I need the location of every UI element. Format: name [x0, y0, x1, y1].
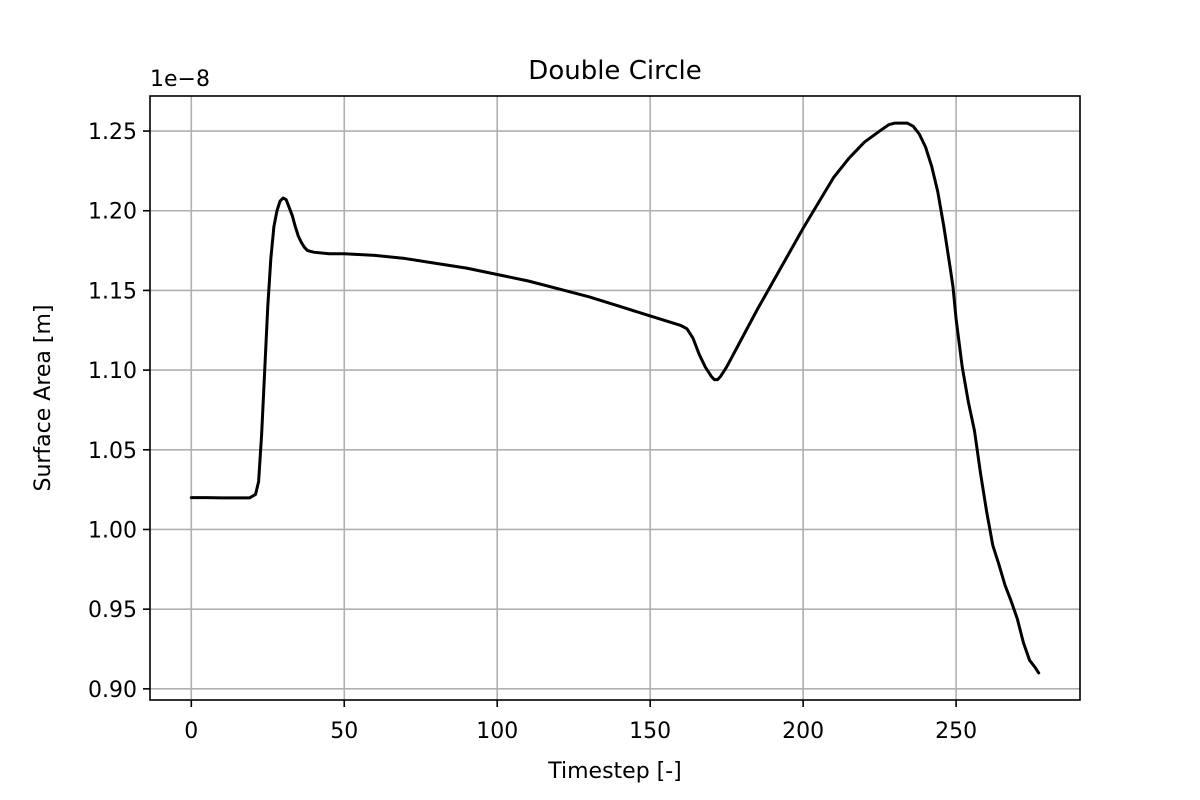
y-tick-label: 1.15	[88, 279, 137, 304]
y-offset-label: 1e−8	[150, 67, 210, 92]
plot-area	[150, 96, 1080, 700]
plot-frame	[149, 95, 1081, 701]
series-line	[189, 121, 1041, 675]
x-tick-label: 200	[782, 719, 824, 744]
y-axis-label: Surface Area [m]	[31, 304, 56, 491]
axis-ticks: 0 50 100 150 200 250 0.90 0.95 1.00 1.05 1.10 1.15 1…	[88, 120, 977, 744]
x-tick-label: 150	[629, 719, 671, 744]
x-tick-label: 0	[184, 719, 198, 744]
x-tick-label: 50	[330, 719, 358, 744]
x-axis-label: Timestep [-]	[547, 759, 682, 784]
y-tick-label: 0.90	[88, 678, 137, 703]
chart-title: Double Circle	[528, 56, 701, 86]
x-tick-label: 100	[476, 719, 518, 744]
y-tick-label: 1.05	[88, 439, 137, 464]
grid	[150, 96, 1080, 700]
y-tick-label: 1.10	[88, 359, 137, 384]
y-tick-label: 0.95	[88, 598, 137, 623]
y-tick-label: 1.25	[88, 120, 137, 145]
y-tick-label: 1.00	[88, 518, 137, 543]
y-tick-label: 1.20	[88, 200, 137, 225]
x-tick-label: 250	[935, 719, 977, 744]
